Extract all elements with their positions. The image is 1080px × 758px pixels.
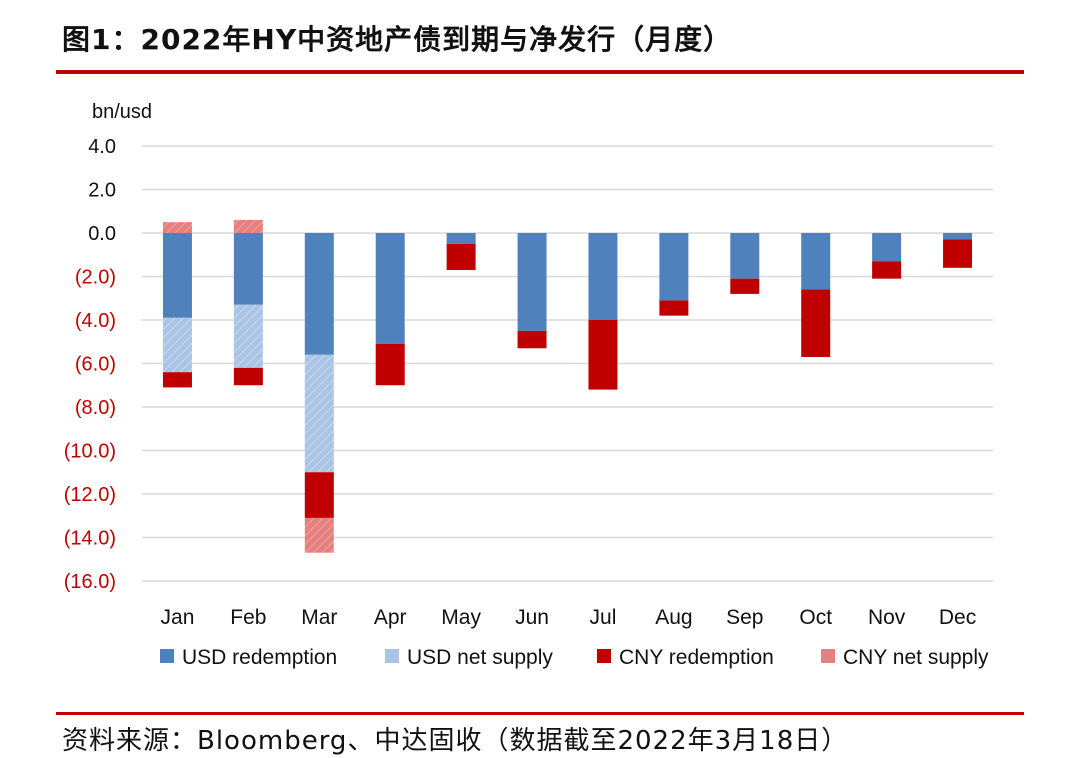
legend-label: USD redemption xyxy=(182,646,337,669)
y-tick-label: (4.0) xyxy=(75,310,116,332)
usd-redemption-bar xyxy=(588,233,618,320)
unit-label: bn/usd xyxy=(92,101,152,123)
usd-redemption-bar xyxy=(943,233,973,240)
cny-redemption-bar xyxy=(162,372,192,388)
y-tick-label: 4.0 xyxy=(88,136,116,158)
legend-swatch xyxy=(160,649,174,663)
cny-net-supply-bar xyxy=(304,517,334,553)
cny-net-supply-bar xyxy=(162,222,192,233)
usd-redemption-bar xyxy=(730,233,760,279)
cny-redemption-bar xyxy=(730,278,760,294)
x-tick-label: Jul xyxy=(590,606,617,629)
x-tick-label: Oct xyxy=(799,606,832,629)
cny-redemption-bar xyxy=(588,320,618,390)
cny-net-supply-bar xyxy=(233,219,263,233)
x-tick-label: Jan xyxy=(161,606,195,629)
y-tick-label: 0.0 xyxy=(88,223,116,245)
cny-redemption-bar xyxy=(943,239,973,268)
usd-redemption-bar xyxy=(304,233,334,355)
usd-redemption-bar xyxy=(162,233,192,318)
y-tick-label: (16.0) xyxy=(64,571,116,593)
cny-redemption-bar xyxy=(375,343,405,386)
x-tick-label: Dec xyxy=(939,606,976,629)
x-tick-label: Mar xyxy=(301,606,337,629)
cny-redemption-bar xyxy=(304,472,334,518)
x-tick-label: Jun xyxy=(515,606,549,629)
title-divider xyxy=(56,70,1024,74)
legend-label: CNY net supply xyxy=(843,646,989,669)
bars xyxy=(162,219,973,553)
usd-redemption-bar xyxy=(659,233,689,301)
y-tick-label: 2.0 xyxy=(88,180,116,202)
usd-net-supply-bar xyxy=(233,304,263,368)
chart-title: 图1：2022年HY中资地产债到期与净发行（月度） xyxy=(62,23,733,56)
x-tick-label: Nov xyxy=(868,606,906,629)
source-divider xyxy=(56,712,1024,715)
legend-swatch xyxy=(821,649,835,663)
usd-redemption-bar xyxy=(517,233,547,331)
usd-net-supply-bar xyxy=(304,354,334,473)
cny-redemption-bar xyxy=(446,243,476,270)
x-tick-label: Sep xyxy=(726,606,763,629)
y-tick-label: (2.0) xyxy=(75,267,116,289)
y-tick-label: (12.0) xyxy=(64,484,116,506)
cny-redemption-bar xyxy=(233,367,263,386)
y-tick-label: (14.0) xyxy=(64,528,116,550)
usd-redemption-bar xyxy=(375,233,405,344)
cny-redemption-bar xyxy=(659,300,689,316)
usd-redemption-bar xyxy=(872,233,902,262)
source-note: 资料来源：Bloomberg、中达固收（数据截至2022年3月18日） xyxy=(62,726,849,756)
usd-redemption-bar xyxy=(801,233,831,290)
y-tick-label: (10.0) xyxy=(64,441,116,463)
stacked-bar-chart: bn/usd 4.0 2.0 0.0 (2.0) (4.0) (6.0) (8.0) (10.… xyxy=(64,101,993,669)
legend-label: USD net supply xyxy=(407,646,553,669)
legend-swatch xyxy=(385,649,399,663)
gridlines xyxy=(142,145,993,582)
usd-redemption-bar xyxy=(446,233,476,244)
x-axis-ticks: Jan Feb Mar Apr May Jun Jul Aug Sep Oct Nov Dec xyxy=(161,606,977,629)
legend: USD redemption USD net supply CNY redempti… xyxy=(160,646,989,669)
x-tick-label: Feb xyxy=(230,606,266,629)
x-tick-label: Apr xyxy=(374,606,407,629)
cny-redemption-bar xyxy=(801,289,831,357)
x-tick-label: Aug xyxy=(655,606,692,629)
cny-redemption-bar xyxy=(517,330,547,349)
legend-label: CNY redemption xyxy=(619,646,774,669)
y-tick-label: (8.0) xyxy=(75,397,116,419)
cny-redemption-bar xyxy=(872,261,902,279)
y-axis-ticks: 4.0 2.0 0.0 (2.0) (4.0) (6.0) (8.0) (10.0) (12.0… xyxy=(64,136,116,593)
x-tick-label: May xyxy=(441,606,481,629)
usd-redemption-bar xyxy=(233,233,263,305)
y-tick-label: (6.0) xyxy=(75,354,116,376)
legend-swatch xyxy=(597,649,611,663)
usd-net-supply-bar xyxy=(162,317,192,373)
